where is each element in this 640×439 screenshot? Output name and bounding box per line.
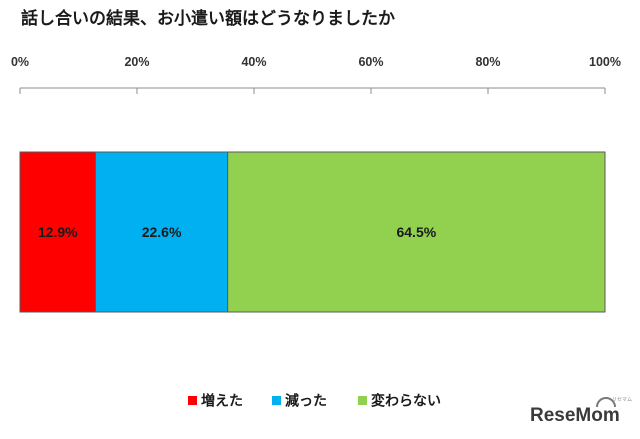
bar-segment xyxy=(94,151,229,313)
x-tick-label: 40% xyxy=(241,55,266,69)
bar-segment xyxy=(227,151,606,313)
x-axis: 0% 20% 40% 60% 80% 100% xyxy=(11,55,621,94)
data-label: 64.5% xyxy=(396,224,436,240)
data-label: 12.9% xyxy=(38,224,78,240)
watermark-text: ReseMom xyxy=(530,405,620,426)
legend-label: 変わらない xyxy=(371,393,441,410)
resemom-logo-icon xyxy=(596,397,616,408)
bar-segment xyxy=(19,151,96,313)
x-tick-label: 0% xyxy=(11,55,29,69)
x-tick-label: 20% xyxy=(124,55,149,69)
legend-label: 増えた xyxy=(201,393,243,410)
data-labels: 12.9% 22.6% 64.5% xyxy=(38,224,437,240)
legend-label: 減った xyxy=(285,393,327,410)
legend-swatch xyxy=(188,396,197,405)
x-tick-label: 100% xyxy=(589,55,621,69)
legend-swatch xyxy=(358,396,367,405)
bar-segments xyxy=(19,151,606,313)
x-tick-label: 60% xyxy=(358,55,383,69)
legend-swatch xyxy=(272,396,281,405)
watermark: ReseMom リセマム xyxy=(530,397,632,426)
watermark-subtext: リセマム xyxy=(612,397,632,403)
x-tick-label: 80% xyxy=(475,55,500,69)
chart-title: 話し合いの結果、お小遣い額はどうなりましたか xyxy=(21,8,395,29)
data-label: 22.6% xyxy=(142,224,182,240)
legend: 増えた 減った 変わらない xyxy=(188,393,441,410)
